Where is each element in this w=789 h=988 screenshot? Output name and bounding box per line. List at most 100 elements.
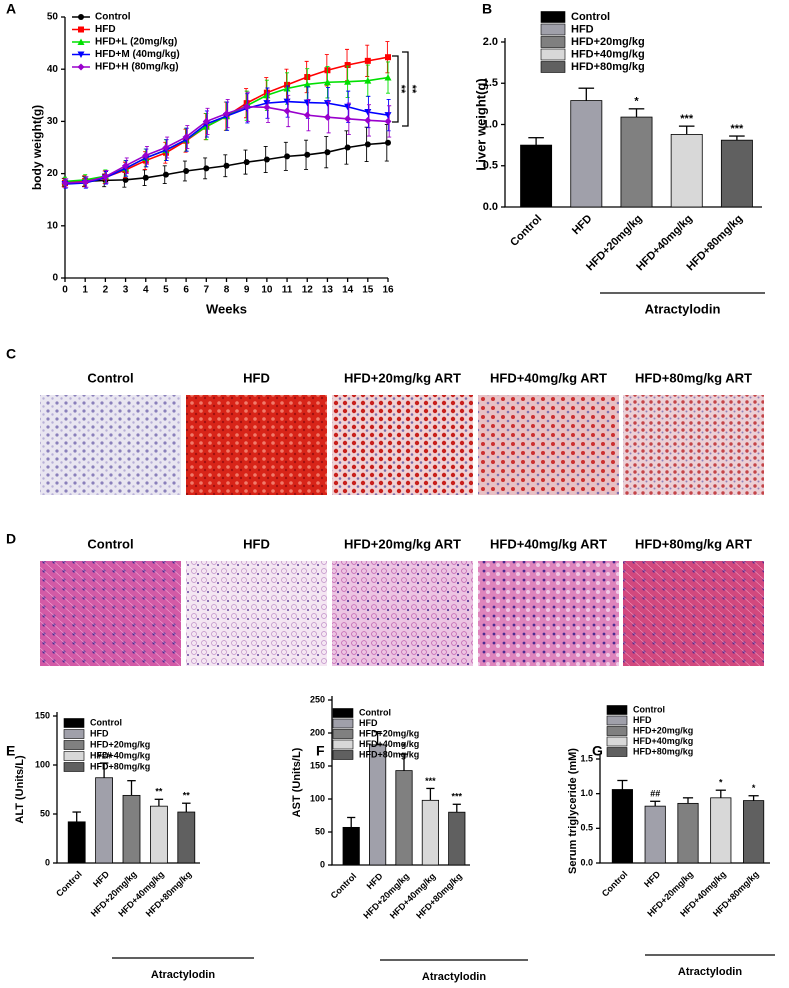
bar xyxy=(448,811,466,866)
legend-label: HFD+80mg/kg xyxy=(633,746,693,756)
legend-swatch xyxy=(332,739,354,750)
marker xyxy=(304,151,311,158)
y-axis-label: body weight(g) xyxy=(30,105,44,190)
y-tick-label: 0 xyxy=(52,273,58,284)
x-tick-label: 3 xyxy=(123,285,129,296)
x-tick-label: 7 xyxy=(204,285,210,296)
image-label: HFD+40mg/kg ART xyxy=(490,370,607,385)
y-axis-label: ALT (Units/L) xyxy=(14,755,26,824)
marker xyxy=(78,14,84,20)
group-label: Atractylodin xyxy=(645,301,721,316)
marker xyxy=(303,99,311,107)
marker xyxy=(364,77,372,84)
legend-swatch xyxy=(606,715,628,726)
y-tick-label: 100 xyxy=(310,793,325,803)
marker xyxy=(263,156,270,163)
marker xyxy=(283,85,291,92)
legend-swatch xyxy=(332,718,354,729)
legend-swatch xyxy=(606,705,628,715)
bracket xyxy=(402,51,409,127)
panel-letter: G xyxy=(592,743,603,759)
legend-label: HFD+20mg/kg xyxy=(359,728,419,738)
marker xyxy=(283,98,291,106)
x-tick-label: 12 xyxy=(302,285,314,296)
y-tick-label: 2.0 xyxy=(483,36,498,48)
legend-swatch xyxy=(540,48,566,61)
x-tick-label: HFD xyxy=(570,213,595,238)
y-tick-label: 100 xyxy=(35,759,50,769)
y-axis-label: Liver weight(g) xyxy=(473,78,488,170)
significance-label: *** xyxy=(680,113,694,125)
legend-label: HFD+40mg/kg xyxy=(571,48,645,60)
legend-swatch xyxy=(332,708,354,718)
bar xyxy=(421,799,439,866)
y-tick-label: 40 xyxy=(47,64,59,75)
marker xyxy=(162,144,170,151)
legend-label: HFD+80mg/kg xyxy=(571,61,645,73)
legend-swatch xyxy=(606,736,628,747)
y-tick-label: 0.0 xyxy=(483,201,498,213)
image-label: Control xyxy=(87,536,133,551)
legend-swatch xyxy=(63,751,85,761)
histology-image xyxy=(186,395,327,495)
legend-label: Control xyxy=(95,12,131,23)
x-tick-label: Control xyxy=(508,213,544,249)
legend-swatch xyxy=(63,740,85,750)
group-label: Atractylodin xyxy=(678,966,742,978)
y-tick-label: 1.0 xyxy=(580,788,593,798)
significance-label: * xyxy=(752,783,756,793)
marker xyxy=(77,51,85,58)
marker xyxy=(384,74,392,81)
legend-label: HFD+40mg/kg xyxy=(633,736,693,746)
y-tick-label: 150 xyxy=(35,710,50,720)
significance-label: ** xyxy=(406,85,418,94)
image-label: Control xyxy=(87,370,133,385)
bar xyxy=(67,821,86,864)
y-tick-label: 1.0 xyxy=(483,118,498,130)
marker xyxy=(385,54,391,61)
marker xyxy=(243,159,250,166)
marker xyxy=(384,117,392,125)
legend-label: HFD+L (20mg/kg) xyxy=(95,37,177,48)
marker xyxy=(364,116,372,124)
bar xyxy=(620,116,653,208)
legend-label: HFD+M (40mg/kg) xyxy=(95,49,180,60)
x-tick-label: HFD xyxy=(365,871,386,892)
y-tick-label: 0 xyxy=(320,859,325,869)
y-tick-label: 0.5 xyxy=(580,823,593,833)
legend-swatch xyxy=(63,762,85,772)
x-tick-label: HFD xyxy=(91,869,112,890)
histology-image xyxy=(40,561,181,666)
y-axis-label: Serum triglyceride (mM) xyxy=(567,748,579,874)
significance-label: *** xyxy=(730,123,744,135)
legend-label: HFD+40mg/kg xyxy=(90,750,150,760)
y-tick-label: 150 xyxy=(310,760,325,770)
y-tick-label: 0 xyxy=(45,857,50,867)
histology-image xyxy=(186,561,327,666)
marker xyxy=(344,115,352,123)
legend-label: HFD xyxy=(90,728,109,738)
group-label: Atractylodin xyxy=(422,971,486,983)
y-tick-label: 30 xyxy=(47,116,59,127)
marker xyxy=(202,117,210,125)
x-tick-label: 5 xyxy=(163,285,169,296)
legend-label: Control xyxy=(90,717,122,727)
bar xyxy=(743,800,765,864)
significance-label: * xyxy=(402,741,406,751)
marker xyxy=(303,80,311,88)
legend-swatch xyxy=(332,729,354,739)
marker xyxy=(77,63,85,71)
y-tick-label: 50 xyxy=(315,826,325,836)
significance-label: ** xyxy=(395,85,407,94)
group-label: Atractylodin xyxy=(151,969,215,981)
legend-label: Control xyxy=(359,707,391,717)
panel-letter: B xyxy=(482,1,492,17)
x-tick-label: HFD xyxy=(642,869,663,890)
legend-label: HFD+H (80mg/kg) xyxy=(95,62,179,73)
y-tick-label: 250 xyxy=(310,694,325,704)
bar xyxy=(395,770,413,866)
marker xyxy=(323,78,331,86)
image-label: HFD+80mg/kg ART xyxy=(635,370,752,385)
legend-label: HFD+80mg/kg xyxy=(359,749,419,759)
